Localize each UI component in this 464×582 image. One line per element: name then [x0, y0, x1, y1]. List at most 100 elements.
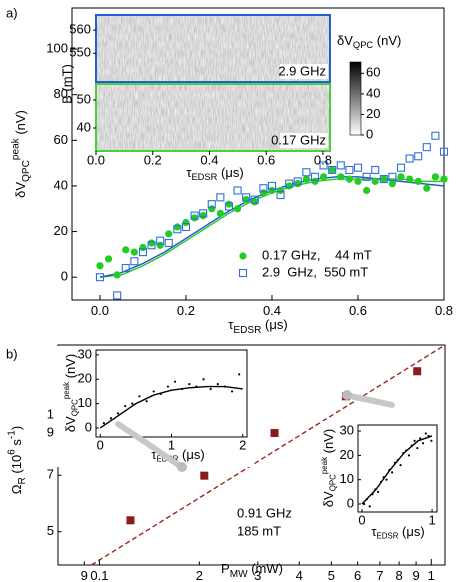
x-axis-label-part: (μs) — [178, 447, 204, 462]
y-axis-label: δVQPCpeak (nV) — [10, 110, 32, 198]
x-tick-label: 3 — [254, 568, 261, 582]
y-axis-label-part: QPC — [70, 399, 79, 416]
data-point — [152, 390, 155, 393]
y-tick-label: 9 — [47, 424, 54, 439]
y-axis-label-part: s — [9, 439, 24, 450]
x-tick-label: 2 — [196, 568, 203, 582]
data-point — [424, 432, 427, 435]
data-point — [414, 152, 423, 161]
data-point — [182, 218, 190, 227]
y-tick-label: 60 — [54, 132, 68, 147]
data-point — [362, 186, 371, 195]
x-axis-label: τEDSR (μs) — [186, 165, 243, 182]
x-tick-label: 9 — [81, 568, 88, 582]
x-tick-label: 7 — [376, 568, 383, 582]
x-axis-label: PMW (mW) — [221, 561, 283, 579]
x-tick-label: 6 — [354, 568, 361, 582]
data-point — [225, 200, 233, 208]
data-point — [216, 193, 225, 202]
data-point — [405, 449, 408, 452]
y-tick-label: 20 — [78, 371, 92, 386]
data-point — [414, 177, 422, 185]
y-axis-label: δVQPCpeak (nV) — [62, 354, 79, 432]
x-tick-label: 5 — [328, 568, 335, 582]
data-point — [156, 236, 165, 245]
data-point — [371, 177, 379, 185]
fit-line — [91, 344, 446, 566]
y-axis-label-part: peak — [62, 382, 71, 399]
data-point — [328, 165, 337, 175]
data-point — [402, 451, 405, 455]
arrow-head — [342, 390, 352, 400]
legend-marker — [238, 268, 248, 278]
y-axis-label-part: δV — [13, 182, 28, 198]
data-point — [173, 225, 182, 234]
data-point — [207, 200, 216, 209]
data-point — [407, 454, 411, 457]
y-tick-label: 30 — [340, 423, 354, 438]
data-point — [440, 175, 448, 183]
y-tick-label: 40 — [77, 119, 91, 134]
y-axis-label-part: peak — [320, 457, 329, 474]
plot-frame — [357, 424, 438, 513]
x-axis-label-part: τ — [186, 165, 192, 180]
x-tick-label: 0.8 — [435, 303, 453, 318]
y-axis-label-part: (10 — [9, 455, 24, 477]
y-tick-label: 20 — [54, 223, 68, 238]
data-point — [173, 380, 177, 383]
data-point — [216, 209, 224, 217]
data-point — [259, 184, 268, 193]
y-axis-label-part: Ω — [9, 484, 24, 494]
data-point — [130, 248, 138, 256]
data-point — [431, 131, 440, 140]
y-axis-label-part: (nV) — [321, 429, 336, 457]
colorbar — [349, 61, 362, 136]
data-point — [293, 177, 302, 186]
y-tick-label: 100 — [46, 41, 68, 56]
data-point — [113, 291, 122, 300]
panel-label-bg — [280, 64, 328, 79]
x-tick-label: 0.0 — [87, 152, 105, 167]
data-point — [388, 180, 396, 188]
data-point — [362, 502, 366, 506]
x-axis-label-part: EDSR — [376, 531, 398, 540]
data-point — [223, 385, 227, 388]
data-point — [181, 387, 184, 391]
x-tick-label: 0.4 — [263, 303, 281, 318]
data-point — [388, 172, 397, 181]
x-tick-label: 0 — [97, 437, 104, 452]
data-point — [410, 444, 413, 447]
panel-label: 2.9 GHz — [278, 63, 326, 78]
arrow — [347, 393, 395, 408]
data-point — [379, 481, 383, 484]
colorbar-label-part: QPC — [353, 40, 374, 50]
data-point — [396, 163, 406, 172]
data-point — [224, 202, 234, 211]
data-point — [382, 476, 385, 479]
data-point — [379, 175, 388, 184]
y-axis-label-part: ) — [9, 426, 24, 430]
data-point — [319, 161, 328, 170]
y-tick-label: 30 — [78, 346, 92, 361]
x-tick-label: 1 — [428, 512, 435, 527]
data-point — [199, 211, 207, 220]
data-point — [374, 488, 377, 491]
x-axis-label-part: P — [221, 561, 230, 576]
x-tick-label: 1 — [428, 568, 435, 582]
x-tick-label: 0.6 — [257, 152, 275, 167]
data-point — [138, 395, 141, 398]
data-point — [164, 238, 173, 248]
data-point — [130, 257, 139, 266]
data-point — [419, 437, 422, 440]
data-point — [238, 373, 241, 376]
data-point — [285, 179, 294, 188]
data-point — [113, 271, 121, 279]
data-point — [353, 163, 363, 172]
panel-label-bg — [280, 133, 328, 148]
y-tick-label: 20 — [340, 447, 354, 462]
data-point — [276, 186, 285, 195]
data-point — [165, 230, 173, 238]
data-point — [405, 154, 414, 163]
y-axis-label: ΩR (106 s-1) — [6, 426, 28, 494]
